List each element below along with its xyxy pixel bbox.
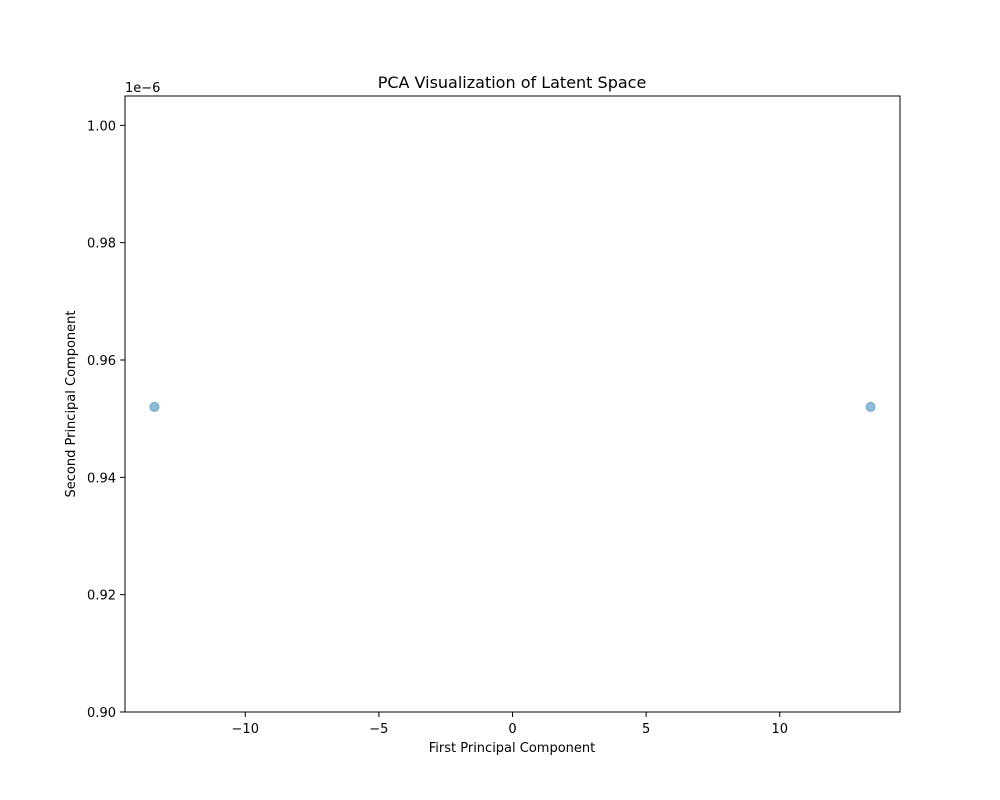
y-axis-ticks: 0.90 0.92 0.94 0.96 0.98 1.00 <box>87 119 125 721</box>
x-tick-label: 0 <box>508 722 516 737</box>
scatter-points <box>149 401 876 412</box>
y-tick-label: 0.96 <box>87 354 116 369</box>
x-tick-label: −5 <box>369 722 388 737</box>
y-tick-label: 1.00 <box>87 119 116 134</box>
x-tick-label: 10 <box>771 722 788 737</box>
x-tick-label: −10 <box>232 722 259 737</box>
x-axis-label: First Principal Component <box>429 741 596 756</box>
y-axis-offset-label: 1e−6 <box>125 81 160 96</box>
y-tick-label: 0.94 <box>87 471 116 486</box>
scatter-point <box>149 401 160 412</box>
y-axis-label: Second Principal Component <box>64 311 79 498</box>
plot-area <box>124 95 901 713</box>
x-tick-label: 5 <box>642 722 650 737</box>
scatter-point <box>865 401 876 412</box>
y-tick-label: 0.90 <box>87 706 116 721</box>
y-tick-label: 0.98 <box>87 237 116 252</box>
x-axis-ticks: −10 −5 0 5 10 <box>232 712 788 737</box>
chart-title: PCA Visualization of Latent Space <box>378 73 647 92</box>
y-tick-label: 0.92 <box>87 589 116 604</box>
